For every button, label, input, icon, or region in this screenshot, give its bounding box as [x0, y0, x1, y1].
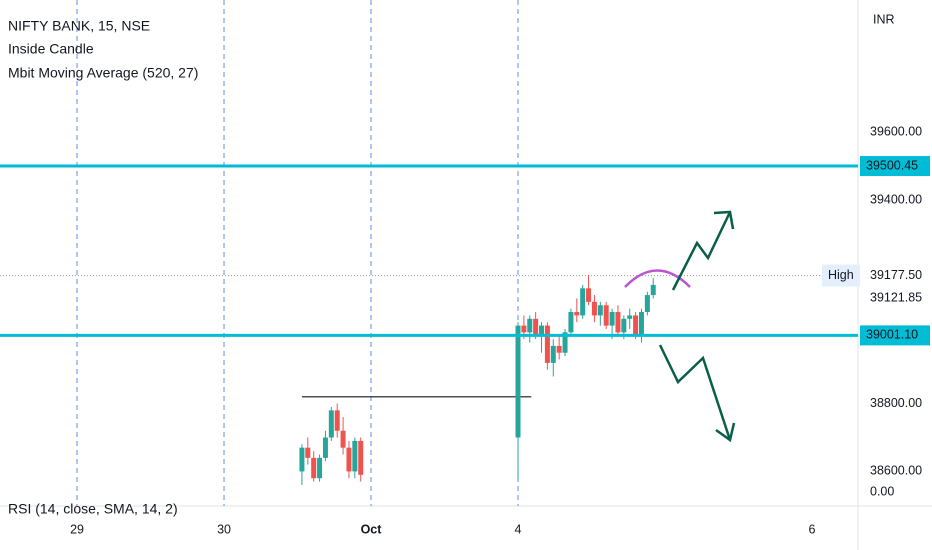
candle-body	[638, 312, 644, 336]
candle-body	[539, 325, 545, 336]
price-label: 39001.10	[866, 328, 918, 342]
candle-body	[633, 315, 639, 336]
y-tick-label: 39400.00	[870, 192, 922, 206]
candle-body	[299, 447, 305, 472]
lower-pane-axis: 0.00	[870, 484, 894, 498]
candle-body	[568, 312, 574, 333]
price-label-bg	[860, 156, 930, 177]
candle-body	[352, 440, 358, 472]
candle-body	[627, 315, 633, 319]
candle-body	[544, 325, 550, 363]
candle-body	[515, 325, 521, 438]
candle-body	[521, 325, 527, 333]
arrow-up-drawing	[671, 211, 732, 291]
candle-body	[533, 318, 539, 336]
candle-body	[550, 345, 556, 363]
candle-body	[311, 457, 317, 479]
y-tick-label: 38600.00	[870, 464, 922, 478]
high-label: High	[828, 268, 854, 282]
x-tick-label: 30	[217, 522, 231, 536]
candle-body	[305, 447, 311, 458]
last-price: 39121.85	[870, 291, 922, 305]
price-label-bg	[860, 325, 930, 346]
candle-body	[556, 345, 562, 353]
x-tick-label: Oct	[361, 522, 383, 536]
indicator: Mbit Moving Average (520, 27)	[8, 65, 198, 81]
high-label-bg	[822, 264, 860, 287]
indicator: Inside Candle	[8, 41, 94, 57]
candle-body	[317, 457, 323, 479]
candle-body	[562, 332, 568, 353]
candle-body	[603, 305, 609, 326]
candle-body	[340, 430, 346, 448]
arc-drawing	[624, 269, 691, 288]
candle-body	[586, 288, 592, 302]
x-tick-label: 29	[70, 522, 84, 536]
x-tick-label: 4	[515, 522, 522, 536]
candle-body	[615, 312, 621, 333]
candle-body	[346, 447, 352, 472]
arrowhead	[715, 422, 736, 443]
currency: INR	[873, 12, 895, 26]
x-tick-label: 6	[809, 522, 816, 536]
candle-body	[574, 312, 580, 316]
symbol: NIFTY BANK, 15, NSE	[8, 18, 150, 34]
candle-body	[644, 295, 650, 313]
candle-body	[328, 410, 334, 438]
candle-body	[322, 437, 328, 458]
candle-body	[334, 410, 340, 431]
price-label: 39500.45	[866, 158, 918, 172]
y-tick-label: 39600.00	[870, 125, 922, 139]
candle-body	[597, 305, 603, 316]
arrowhead	[713, 210, 735, 230]
lower-pane-title: RSI (14, close, SMA, 14, 2)	[8, 501, 178, 517]
candle-body	[527, 318, 533, 333]
candle-body	[580, 288, 586, 316]
candle-body	[609, 312, 615, 326]
y-tick-label: 38800.00	[870, 396, 922, 410]
arrow-down-drawing	[658, 344, 732, 441]
candle-body	[358, 440, 364, 475]
candle-body	[650, 284, 656, 296]
candle-body	[621, 318, 627, 333]
candle-body	[591, 301, 597, 316]
high-value: 39177.50	[870, 268, 922, 282]
